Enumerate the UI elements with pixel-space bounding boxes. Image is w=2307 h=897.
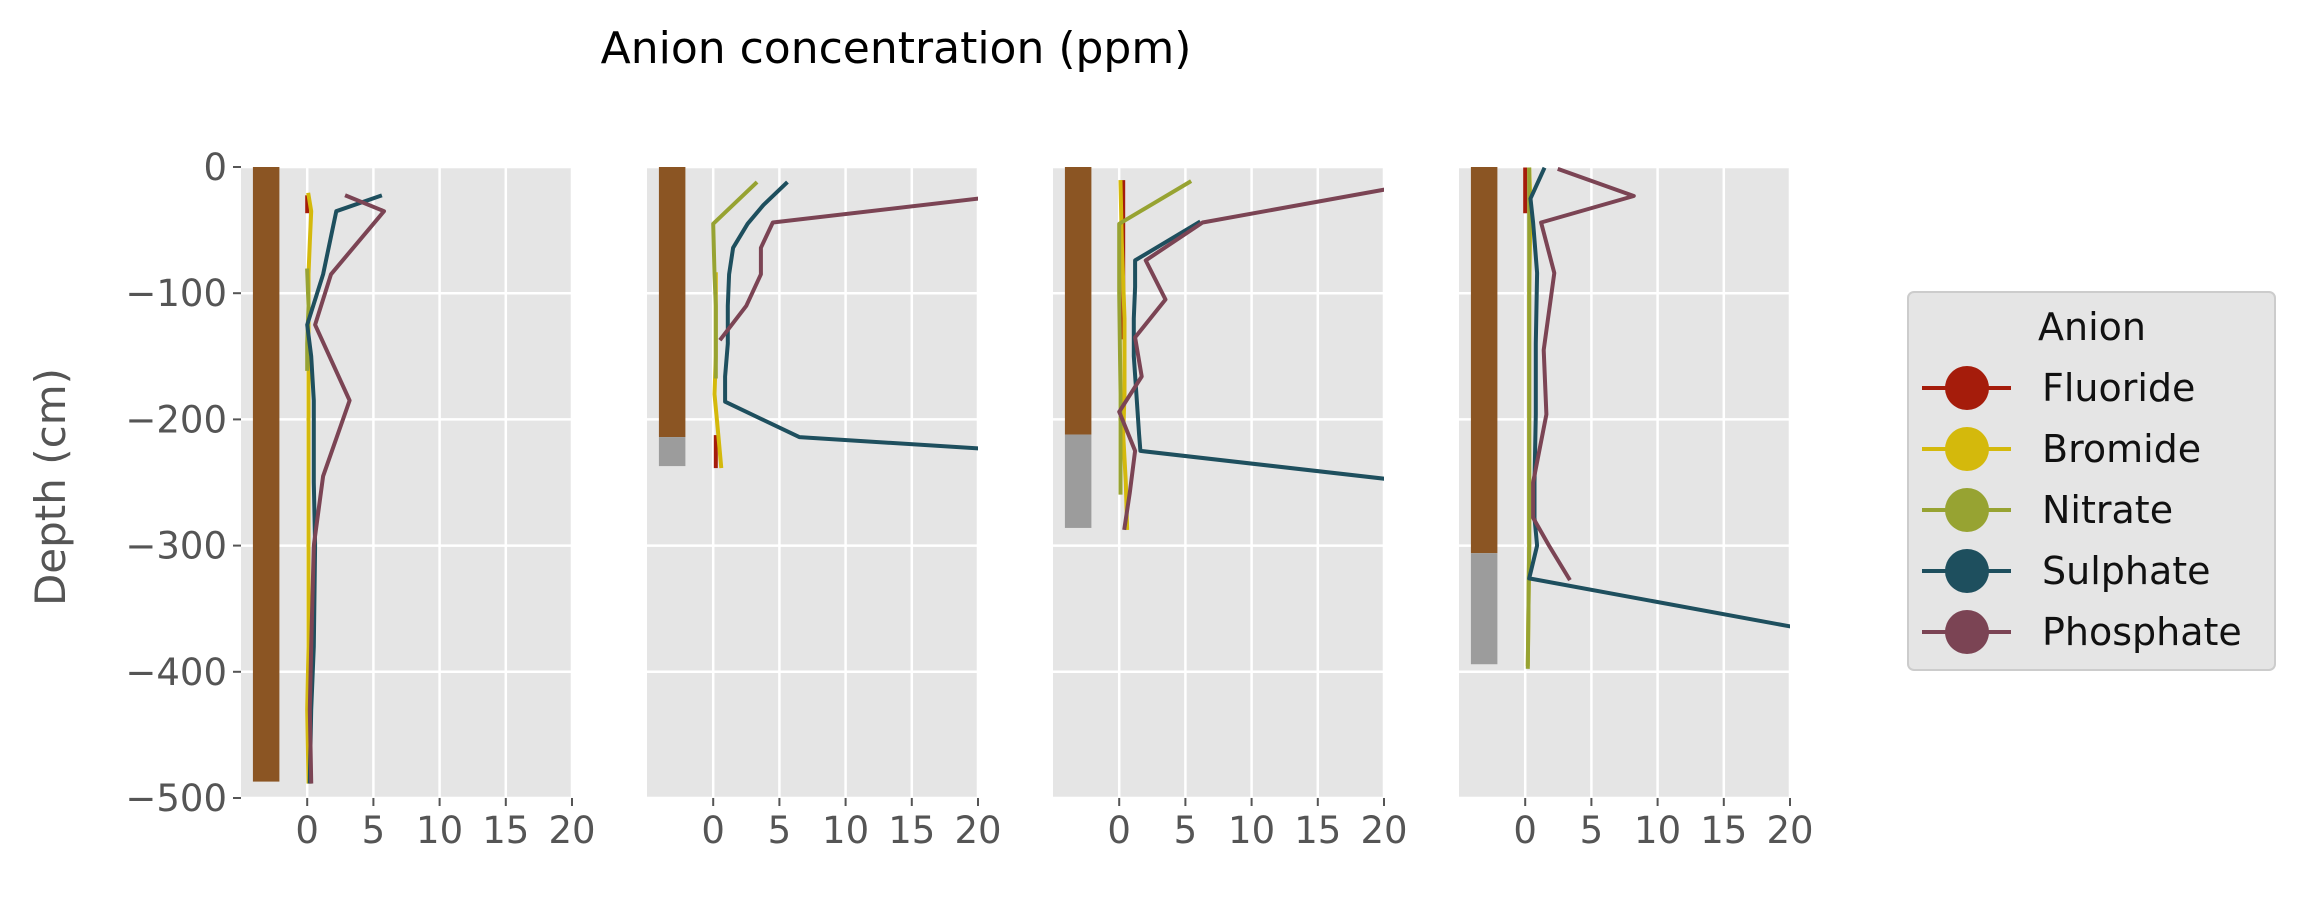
- legend-item-nitrate: Nitrate: [1922, 488, 2173, 532]
- x-tick-label: 10: [416, 809, 463, 852]
- legend-marker: [1945, 610, 1989, 654]
- legend-label: Phosphate: [2042, 610, 2242, 654]
- soil-bar-lower: [1470, 553, 1498, 665]
- panel-background: [647, 167, 978, 798]
- series-lines: [1117, 179, 1384, 531]
- x-tick-label: 5: [768, 809, 792, 852]
- panel-4: 0 5 10 15 20: [1459, 165, 1814, 852]
- x-tick-label: 10: [1228, 809, 1275, 852]
- x-tick-label: 5: [1174, 809, 1198, 852]
- legend-item-bromide: Bromide: [1922, 427, 2201, 471]
- series-line-sulphate: [305, 193, 383, 784]
- series-lines: [711, 180, 978, 469]
- series-line-sulphate: [723, 180, 978, 451]
- legend: Anion Fluoride Bromide Nitrate Sulphate Phosp…: [1907, 291, 2276, 671]
- x-tick-label: 15: [1700, 809, 1747, 852]
- chart-title: Anion concentration (ppm): [601, 23, 1192, 74]
- y-tick-label: −500: [125, 777, 227, 820]
- series-line-bromide: [1118, 180, 1130, 530]
- panel-background: [1459, 167, 1790, 798]
- legend-item-fluoride: Fluoride: [1922, 366, 2195, 410]
- soil-bar-upper: [252, 167, 280, 782]
- x-tick-label: 20: [1360, 809, 1407, 852]
- series-lines: [305, 192, 386, 784]
- series-line-nitrate: [1117, 179, 1193, 495]
- legend-title: Anion: [2038, 305, 2146, 349]
- series-line-sulphate: [1131, 219, 1384, 481]
- legend-item-sulphate: Sulphate: [1922, 549, 2211, 593]
- y-axis-label: Depth (cm): [26, 368, 75, 606]
- x-tick-label: 20: [548, 809, 595, 852]
- x-tick-label: 0: [1513, 809, 1537, 852]
- legend-marker: [1945, 427, 1989, 471]
- legend-marker: [1945, 488, 1989, 532]
- soil-bar-upper: [1470, 167, 1498, 554]
- series-line-phosphate: [1531, 166, 1636, 582]
- legend-marker: [1945, 366, 1989, 410]
- panel-2: 0 5 10 15 20: [647, 165, 1002, 852]
- series-lines: [1523, 166, 1790, 669]
- y-tick-label: 0: [203, 146, 227, 189]
- x-tick-label: 15: [482, 809, 529, 852]
- x-tick-label: 0: [1107, 809, 1131, 852]
- series-line-nitrate: [1525, 167, 1532, 669]
- series-line-sulphate: [1527, 166, 1790, 629]
- series-line-phosphate: [1117, 187, 1384, 531]
- series-line-phosphate: [307, 193, 386, 784]
- soil-bar-lower: [658, 437, 686, 467]
- legend-marker: [1945, 549, 1989, 593]
- legend-label: Bromide: [2042, 427, 2201, 471]
- panel-1: 0 5 10 15 200−100−200−300−400−500: [125, 146, 595, 852]
- y-tick-label: −100: [125, 272, 227, 315]
- panel-background: [241, 167, 572, 798]
- soil-bar-upper: [658, 167, 686, 438]
- legend-label: Fluoride: [2042, 366, 2195, 410]
- legend-item-phosphate: Phosphate: [1922, 610, 2242, 654]
- x-tick-label: 0: [295, 809, 319, 852]
- x-tick-label: 20: [954, 809, 1001, 852]
- x-tick-label: 15: [1294, 809, 1341, 852]
- series-line-bromide: [305, 192, 314, 784]
- legend-label: Nitrate: [2042, 488, 2173, 532]
- panel-3: 0 5 10 15 20: [1053, 165, 1408, 852]
- x-tick-label: 5: [362, 809, 386, 852]
- soil-bar-lower: [1064, 434, 1092, 528]
- y-tick-label: −200: [125, 398, 227, 441]
- x-tick-label: 20: [1766, 809, 1813, 852]
- x-tick-label: 10: [1634, 809, 1681, 852]
- y-tick-label: −300: [125, 525, 227, 568]
- x-tick-label: 0: [701, 809, 725, 852]
- series-line-nitrate: [711, 180, 759, 379]
- y-tick-label: −400: [125, 651, 227, 694]
- x-tick-label: 10: [822, 809, 869, 852]
- legend-label: Sulphate: [2042, 549, 2211, 593]
- panel-background: [1053, 167, 1384, 798]
- x-tick-label: 5: [1580, 809, 1604, 852]
- x-tick-label: 15: [888, 809, 935, 852]
- series-line-phosphate: [718, 196, 978, 342]
- soil-bar-upper: [1064, 167, 1092, 435]
